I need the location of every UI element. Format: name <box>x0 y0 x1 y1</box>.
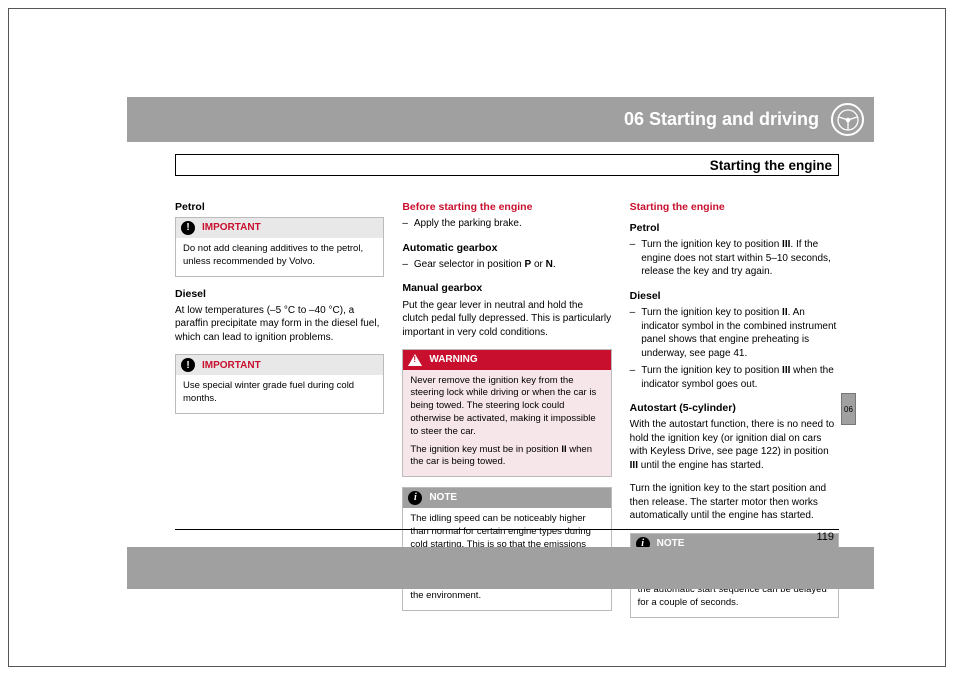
important-label: IMPORTANT <box>202 359 261 373</box>
note-header: i NOTE <box>403 488 610 508</box>
chapter-side-tab: 06 <box>841 393 856 425</box>
petrol-heading: Petrol <box>175 200 384 214</box>
bullet-text: Turn the ignition key to position III. I… <box>641 238 839 279</box>
important-icon: ! <box>181 358 195 372</box>
note-label: NOTE <box>429 491 457 505</box>
steering-wheel-icon <box>831 103 864 136</box>
section-title: Starting the engine <box>710 158 832 173</box>
auto-gearbox-heading: Automatic gearbox <box>402 241 611 255</box>
warning-body: Never remove the ignition key from the s… <box>403 370 610 477</box>
chapter-title: 06 Starting and driving <box>624 109 819 130</box>
warning-icon <box>408 354 422 366</box>
bullet-item: – Turn the ignition key to position III.… <box>630 238 839 279</box>
section-header-rule: Starting the engine <box>175 154 839 176</box>
footer-rule <box>175 529 839 530</box>
diesel-heading: Diesel <box>175 287 384 301</box>
bullet-item: – Turn the ignition key to position III … <box>630 364 839 391</box>
note-icon: i <box>408 491 422 505</box>
manual-gearbox-heading: Manual gearbox <box>402 281 611 295</box>
diesel-heading-3: Diesel <box>630 289 839 303</box>
bullet-text: Turn the ignition key to position III wh… <box>641 364 839 391</box>
warning-label: WARNING <box>429 353 477 367</box>
important-header: ! IMPORTANT <box>176 355 383 375</box>
page-number: 119 <box>816 531 834 543</box>
footer-band <box>127 547 874 589</box>
bullet-item: – Gear selector in position P or N. <box>402 258 611 272</box>
bullet-text: Turn the ignition key to position II. An… <box>641 306 839 360</box>
before-starting-heading: Before starting the engine <box>402 200 611 214</box>
important-header: ! IMPORTANT <box>176 218 383 238</box>
warning-header: WARNING <box>403 350 610 370</box>
important-icon: ! <box>181 221 195 235</box>
petrol-heading-3: Petrol <box>630 221 839 235</box>
bullet-text: Gear selector in position P or N. <box>414 258 612 272</box>
important-callout-2: ! IMPORTANT Use special winter grade fue… <box>175 354 384 414</box>
bullet-item: – Apply the parking brake. <box>402 217 611 231</box>
diesel-paragraph: At low temperatures (–5 °C to –40 °C), a… <box>175 304 384 345</box>
manual-paragraph: Put the gear lever in neutral and hold t… <box>402 299 611 340</box>
autostart-p2: Turn the ignition key to the start posit… <box>630 482 839 523</box>
bullet-item: – Turn the ignition key to position II. … <box>630 306 839 360</box>
warning-callout: WARNING Never remove the ignition key fr… <box>402 349 611 477</box>
important-body: Use special winter grade fuel during col… <box>176 375 383 413</box>
autostart-p1: With the autostart function, there is no… <box>630 418 839 472</box>
autostart-heading: Autostart (5-cylinder) <box>630 401 839 415</box>
bullet-dash: – <box>630 306 636 360</box>
bullet-dash: – <box>402 217 408 231</box>
chapter-header-band: 06 Starting and driving <box>127 97 874 142</box>
starting-engine-heading: Starting the engine <box>630 200 839 214</box>
bullet-dash: – <box>630 238 636 279</box>
important-body: Do not add cleaning additives to the pet… <box>176 238 383 276</box>
bullet-dash: – <box>630 364 636 391</box>
important-label: IMPORTANT <box>202 221 261 235</box>
important-callout: ! IMPORTANT Do not add cleaning additive… <box>175 217 384 277</box>
bullet-dash: – <box>402 258 408 272</box>
bullet-text: Apply the parking brake. <box>414 217 612 231</box>
